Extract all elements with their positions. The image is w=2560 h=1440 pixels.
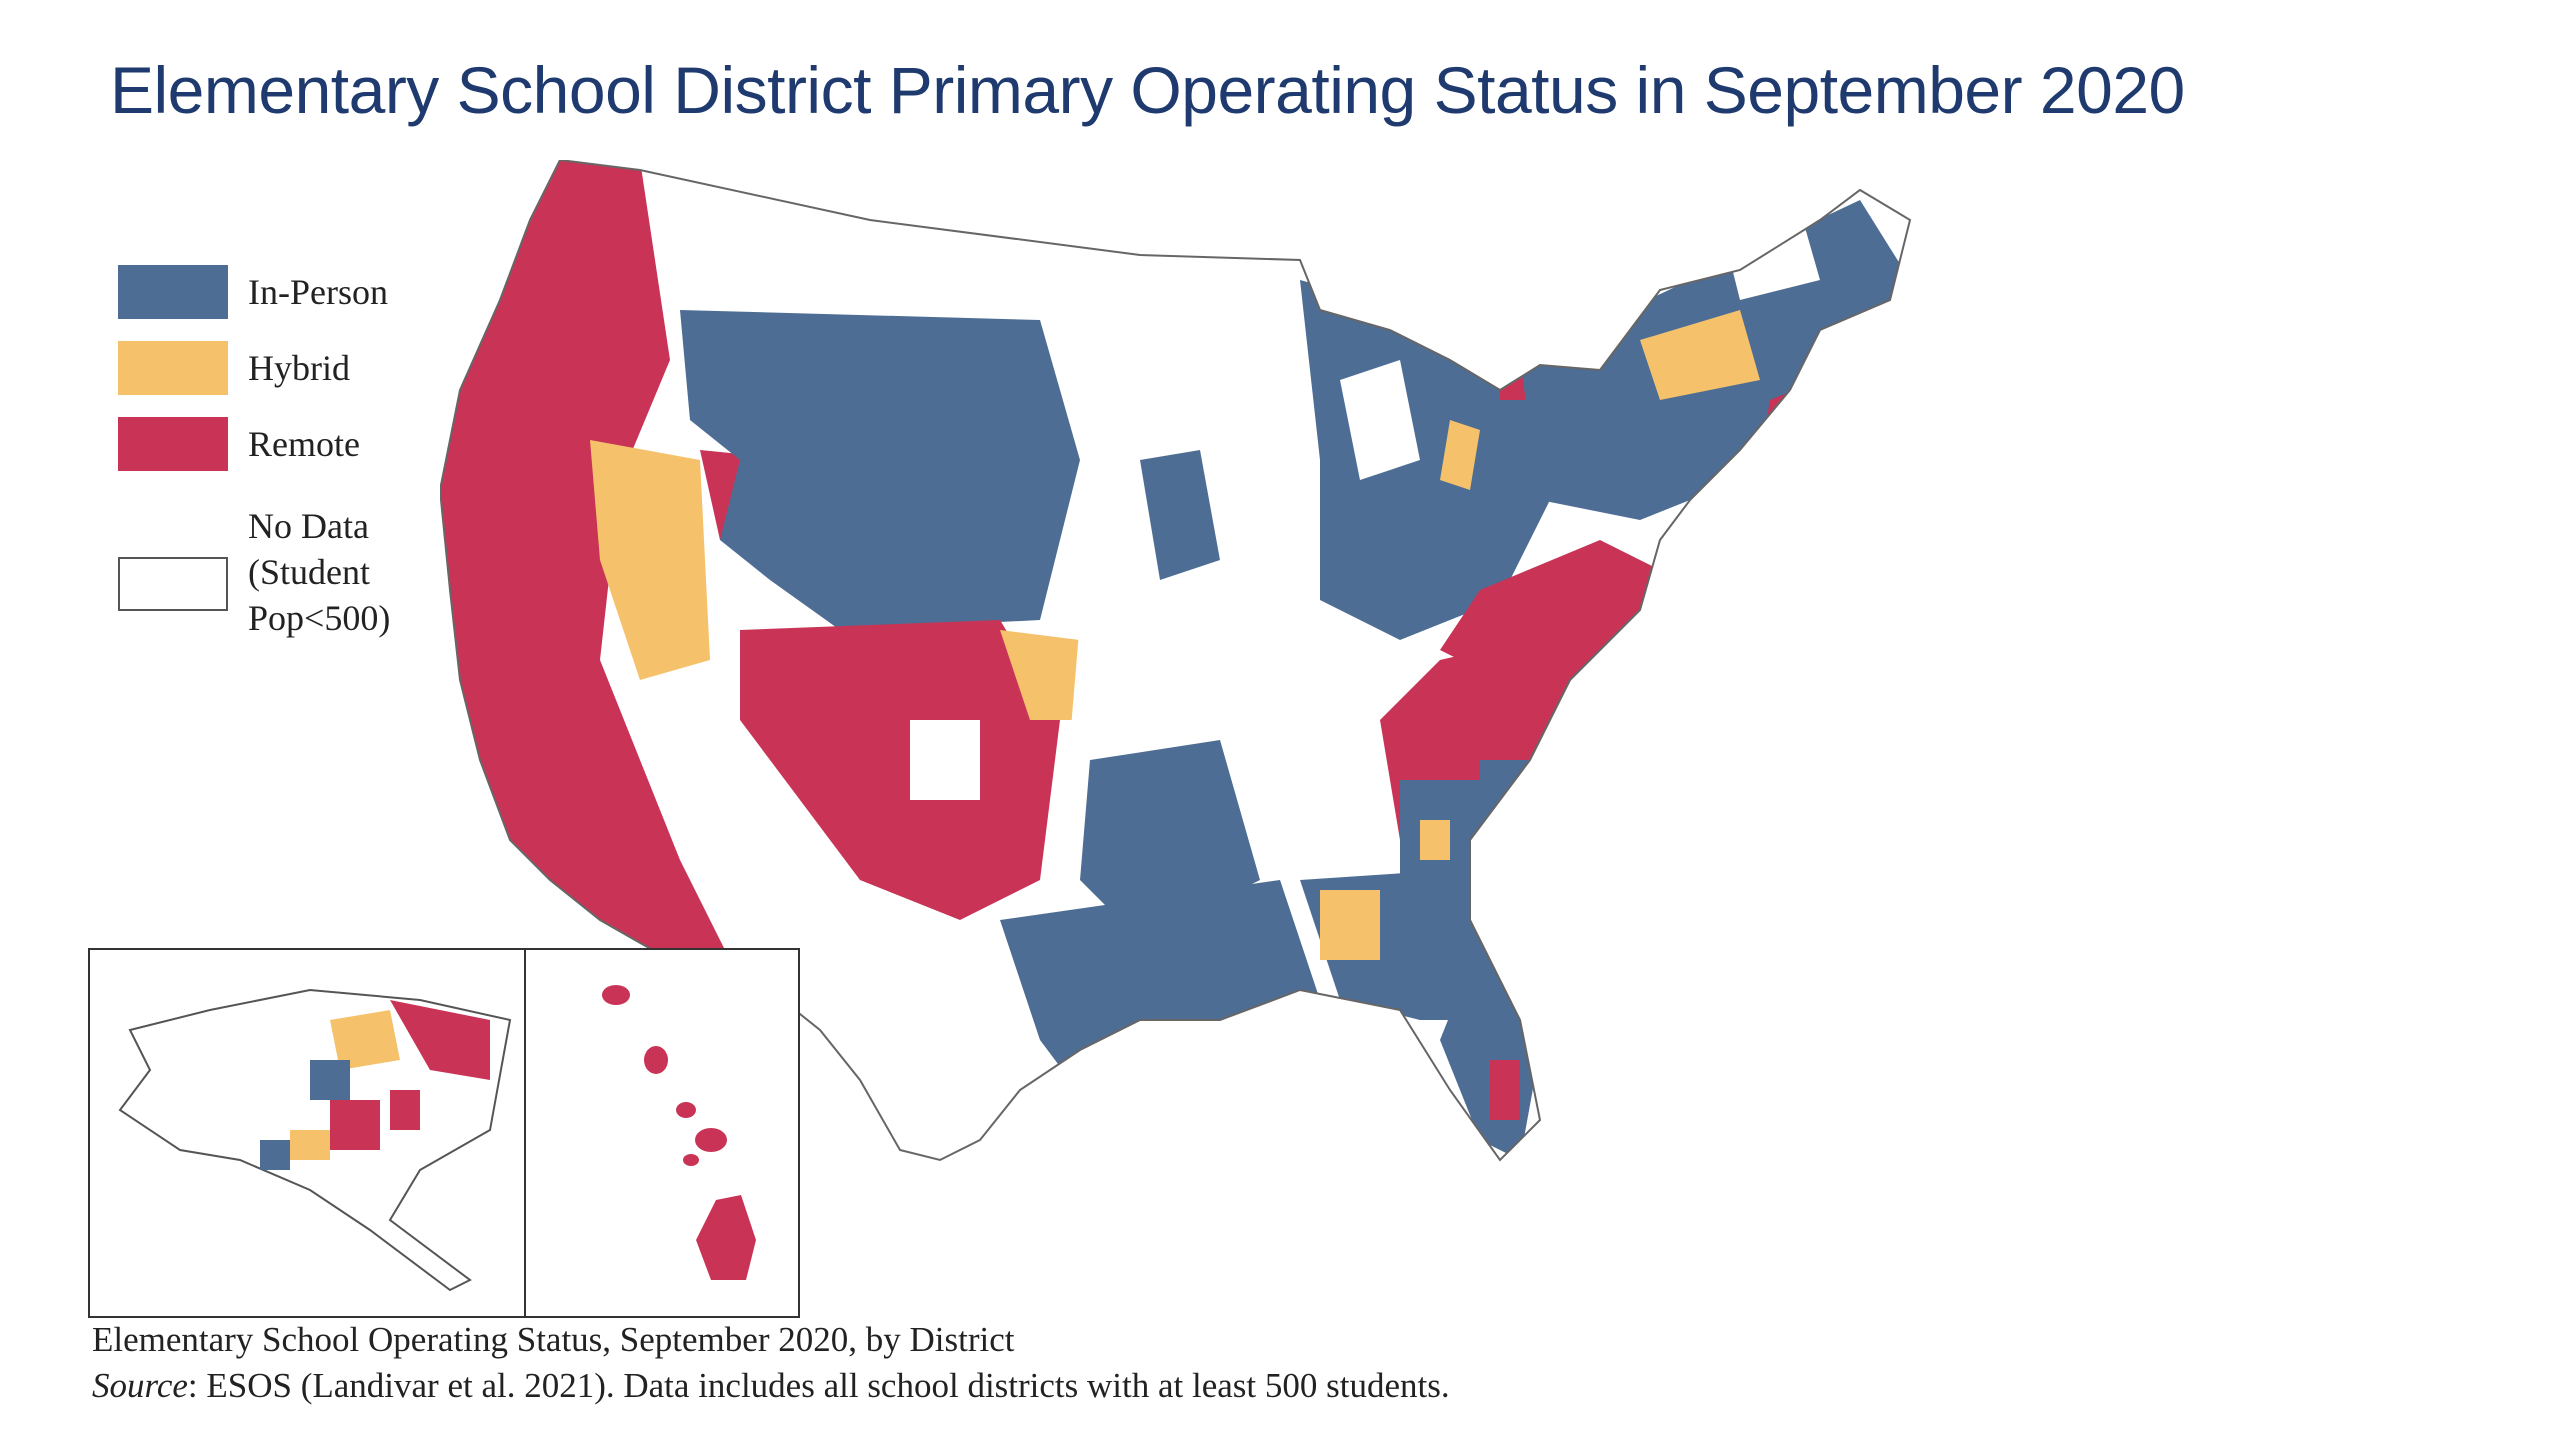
legend-label-no-data-1: No Data	[248, 506, 369, 546]
hawaii-map	[602, 985, 756, 1280]
legend-label-hybrid: Hybrid	[248, 348, 350, 388]
source-label: Source	[92, 1366, 188, 1405]
legend-swatch-no-data	[118, 557, 228, 611]
source-text: : ESOS (Landivar et al. 2021). Data incl…	[187, 1366, 1450, 1405]
alaska-inset	[88, 948, 528, 1318]
alaska-map	[118, 988, 512, 1292]
legend-swatch-hybrid	[118, 341, 228, 395]
legend-swatch-in-person	[118, 265, 228, 319]
legend-label-no-data-2: (Student	[248, 552, 370, 592]
page-title: Elementary School District Primary Opera…	[110, 53, 2185, 127]
legend-label-no-data-3: Pop<500)	[248, 598, 391, 638]
figure-source: Source: ESOS (Landivar et al. 2021). Dat…	[92, 1366, 1450, 1406]
legend-label-remote: Remote	[248, 424, 360, 464]
legend-swatch-remote	[118, 417, 228, 471]
hawaii-inset	[524, 948, 800, 1318]
figure-caption: Elementary School Operating Status, Sept…	[92, 1320, 1015, 1359]
legend-label-in-person: In-Person	[248, 272, 388, 312]
